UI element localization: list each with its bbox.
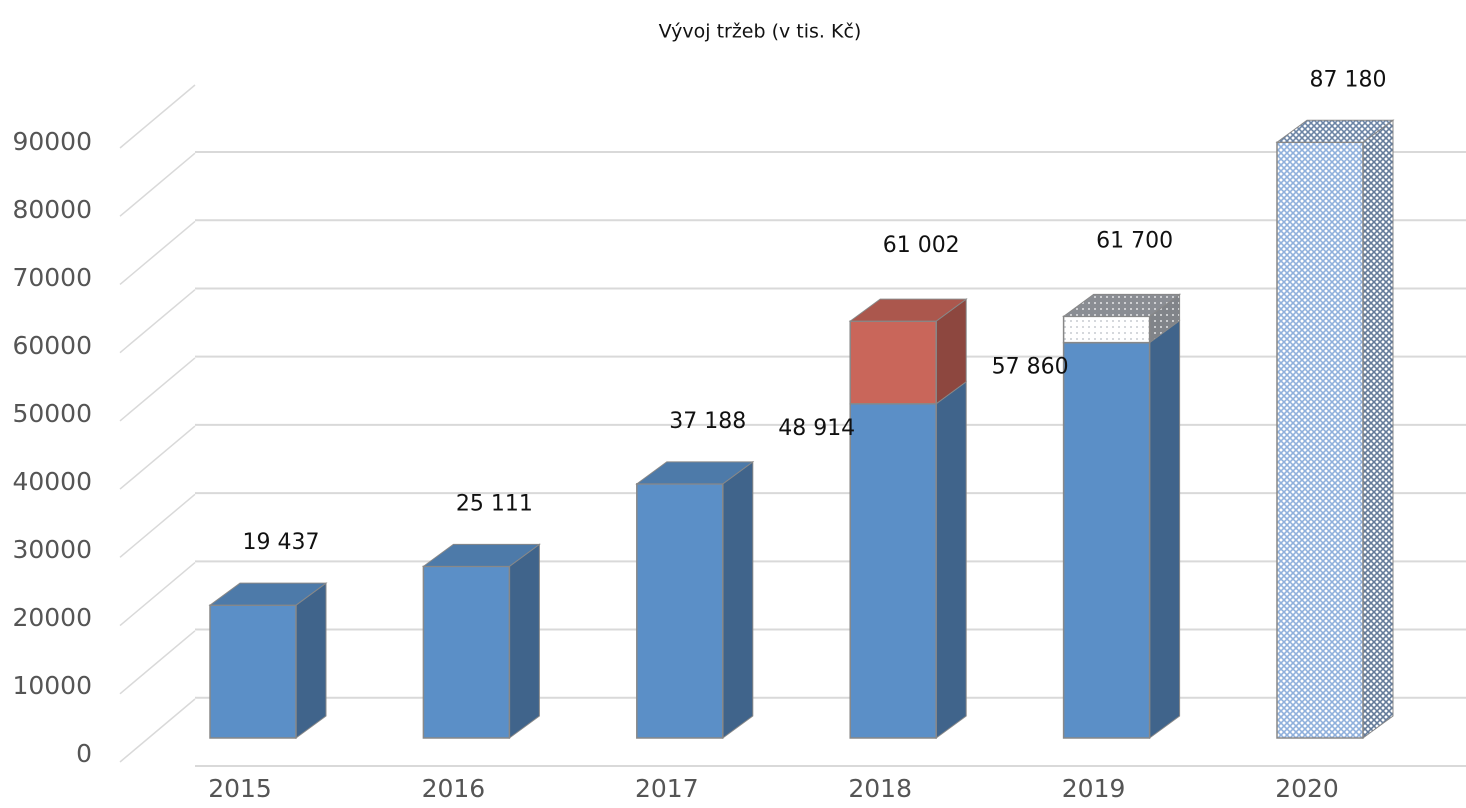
bar-side [1149, 319, 1181, 739]
grid-diagonal [119, 84, 196, 149]
x-tick-label: 2018 [848, 774, 912, 803]
data-label: 25 111 [456, 491, 533, 516]
data-label: 87 180 [1310, 67, 1387, 92]
y-tick-label: 40000 [12, 467, 92, 496]
y-tick-label: 30000 [12, 535, 92, 564]
grid-diagonal [119, 152, 196, 217]
x-tick-label: 2015 [208, 774, 272, 803]
total-label: 61 700 [1096, 228, 1173, 253]
bar-side [508, 543, 540, 739]
bar-side [1362, 119, 1394, 739]
bar-top [1062, 293, 1182, 317]
bar-top [635, 461, 755, 485]
y-tick-label: 80000 [12, 195, 92, 224]
bar-side [295, 582, 327, 739]
grid-diagonal [119, 425, 196, 490]
bar-side [935, 380, 967, 739]
bar-top [1275, 119, 1395, 143]
y-tick-label: 70000 [12, 263, 92, 292]
data-label: 57 860 [992, 355, 1069, 380]
bar-side [722, 460, 754, 739]
y-tick-label: 50000 [12, 399, 92, 428]
grid-diagonal [119, 561, 196, 627]
grid-diagonal [119, 698, 196, 763]
grid-diagonal [119, 220, 196, 286]
bar [1276, 141, 1364, 739]
grid-diagonal [119, 357, 196, 422]
bar [636, 483, 724, 739]
bar [209, 604, 297, 739]
grid-diagonal [119, 630, 196, 695]
bar-top [848, 298, 968, 322]
bar [849, 403, 937, 739]
x-tick-label: 2020 [1275, 774, 1339, 803]
x-tick-label: 2016 [422, 774, 486, 803]
chart-title: Vývoj tržeb (v tis. Kč) [659, 21, 862, 43]
bar [1062, 315, 1151, 344]
bar [1062, 341, 1151, 739]
data-label: 19 437 [243, 530, 320, 555]
bar [849, 320, 937, 405]
data-label: 48 914 [778, 416, 855, 441]
bar-top [208, 582, 328, 606]
y-tick-label: 20000 [12, 603, 92, 632]
y-tick-label: 10000 [12, 671, 92, 700]
grid-diagonal [119, 493, 196, 558]
x-tick-label: 2019 [1062, 774, 1126, 803]
grid-diagonal [119, 289, 196, 354]
bar-top [421, 543, 541, 567]
y-tick-label: 0 [76, 739, 92, 768]
data-label: 37 188 [669, 409, 746, 434]
bar [422, 565, 511, 739]
x-tick-label: 2017 [635, 774, 699, 803]
y-tick-label: 60000 [12, 331, 92, 360]
y-tick-label: 90000 [12, 127, 92, 156]
total-label: 61 002 [883, 233, 960, 258]
